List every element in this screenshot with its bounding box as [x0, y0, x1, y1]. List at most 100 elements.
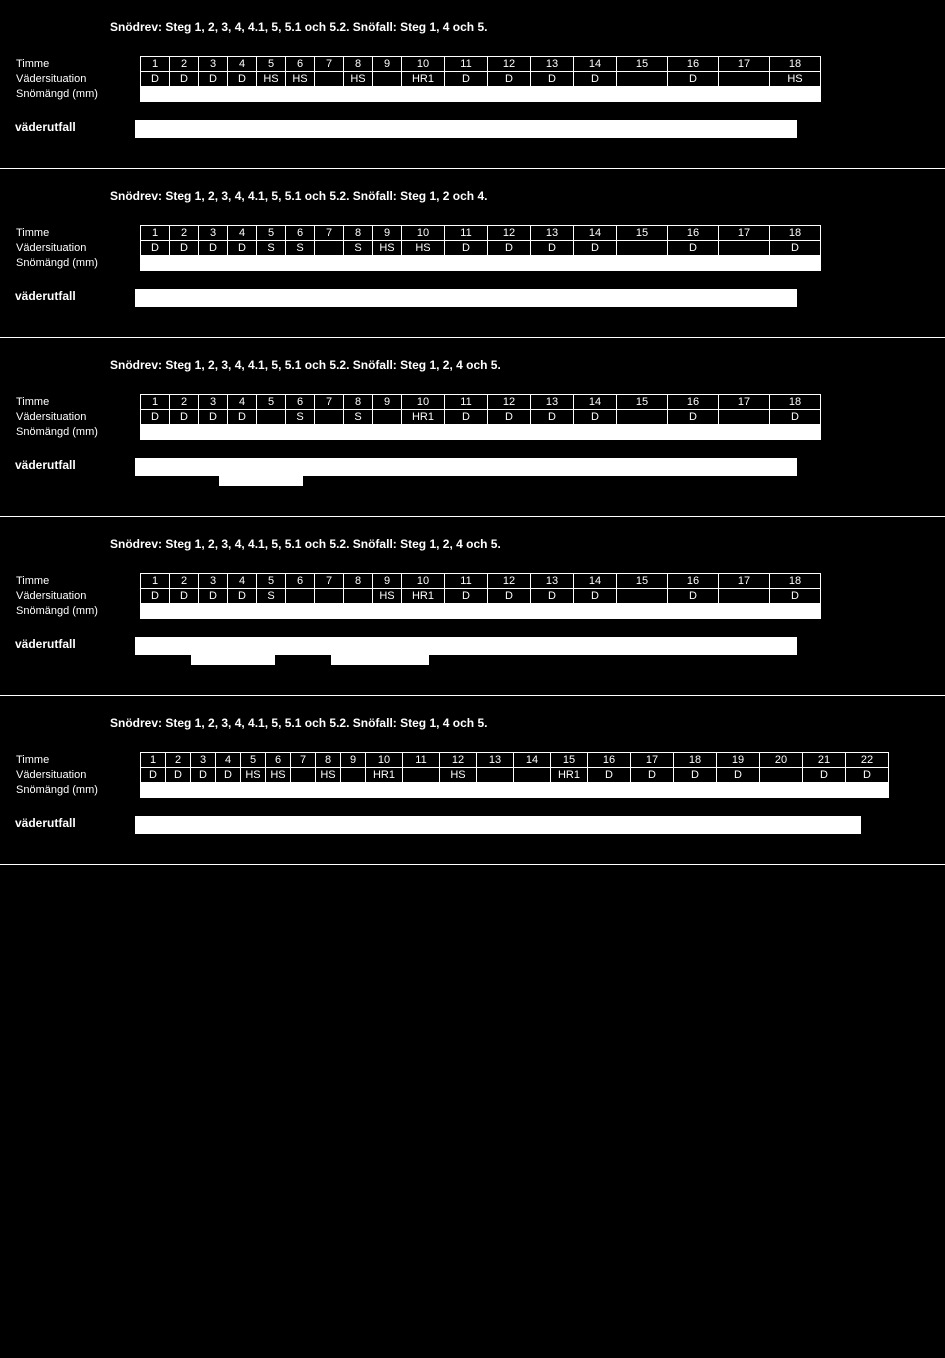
vader-cell	[719, 241, 770, 256]
timme-cell: 12	[488, 574, 531, 589]
vader-cell	[257, 410, 286, 425]
vader-cell: D	[488, 241, 531, 256]
vader-cell: D	[770, 589, 821, 604]
block-title: Snödrev: Steg 1, 2, 3, 4, 4.1, 5, 5.1 oc…	[110, 189, 930, 203]
vader-cell: D	[170, 72, 199, 87]
timme-cell: 7	[315, 395, 344, 410]
vader-cell	[617, 241, 668, 256]
block-title: Snödrev: Steg 1, 2, 3, 4, 4.1, 5, 5.1 oc…	[110, 716, 930, 730]
vader-cell: D	[199, 241, 228, 256]
outer-table: Timme123456789101112131415161718Vädersit…	[15, 573, 821, 619]
row-label-sno: Snömängd (mm)	[15, 783, 141, 798]
timme-cell: 10	[402, 395, 445, 410]
timme-cell: 13	[531, 57, 574, 72]
vader-cell: D	[846, 768, 889, 783]
timme-cell: 9	[341, 753, 366, 768]
vader-cell: D	[445, 241, 488, 256]
vader-cell	[719, 410, 770, 425]
row-label-vader: Vädersituation	[15, 72, 141, 87]
vader-cell: D	[488, 72, 531, 87]
vader-cell: D	[574, 241, 617, 256]
row-label-vaderutfall: väderutfall	[15, 289, 135, 303]
timme-cell: 18	[770, 57, 821, 72]
weather-block: Snödrev: Steg 1, 2, 3, 4, 4.1, 5, 5.1 oc…	[0, 696, 945, 865]
timme-cell: 15	[617, 395, 668, 410]
outer-table: Timme123456789101112131415161718Vädersit…	[15, 225, 821, 271]
vader-cell: HS	[316, 768, 341, 783]
timme-cell: 16	[668, 395, 719, 410]
vader-cell: D	[531, 410, 574, 425]
timme-cell: 12	[488, 57, 531, 72]
snomangd-bar	[141, 87, 821, 102]
timme-cell: 19	[717, 753, 760, 768]
timme-cell: 1	[141, 753, 166, 768]
timme-cell: 5	[257, 226, 286, 241]
timme-cell: 6	[286, 57, 315, 72]
timme-cell: 5	[257, 57, 286, 72]
timme-cell: 8	[344, 226, 373, 241]
timme-cell: 7	[315, 57, 344, 72]
timme-cell: 4	[216, 753, 241, 768]
vader-cell: D	[588, 768, 631, 783]
timme-cell: 13	[531, 226, 574, 241]
timme-cell: 8	[344, 574, 373, 589]
weather-block: Snödrev: Steg 1, 2, 3, 4, 4.1, 5, 5.1 oc…	[0, 517, 945, 696]
snomangd-bar	[141, 256, 821, 271]
vader-cell: D	[717, 768, 760, 783]
vader-cell: D	[803, 768, 846, 783]
vader-cell	[403, 768, 440, 783]
block-title: Snödrev: Steg 1, 2, 3, 4, 4.1, 5, 5.1 oc…	[110, 358, 930, 372]
vader-cell: S	[286, 410, 315, 425]
row-label-vaderutfall: väderutfall	[15, 816, 135, 830]
vaderutfall-bar	[135, 120, 797, 138]
vader-cell: D	[141, 768, 166, 783]
timme-cell: 14	[574, 226, 617, 241]
vader-cell: D	[199, 72, 228, 87]
vader-cell	[719, 589, 770, 604]
vader-cell	[341, 768, 366, 783]
vader-cell: D	[191, 768, 216, 783]
weather-block: Snödrev: Steg 1, 2, 3, 4, 4.1, 5, 5.1 oc…	[0, 338, 945, 517]
timme-cell: 13	[531, 574, 574, 589]
timme-cell: 9	[373, 395, 402, 410]
timme-cell: 18	[674, 753, 717, 768]
timme-cell: 1	[141, 226, 170, 241]
vader-cell: D	[445, 410, 488, 425]
timme-cell: 9	[373, 57, 402, 72]
vader-cell	[291, 768, 316, 783]
snomangd-bar	[141, 425, 821, 440]
row-label-sno: Snömängd (mm)	[15, 425, 141, 440]
vader-cell	[514, 768, 551, 783]
timme-cell: 4	[228, 226, 257, 241]
vader-cell: S	[257, 241, 286, 256]
timme-cell: 11	[403, 753, 440, 768]
vader-cell: HS	[344, 72, 373, 87]
timme-cell: 6	[266, 753, 291, 768]
vader-cell: HS	[373, 241, 402, 256]
vader-cell: HS	[402, 241, 445, 256]
row-label-vaderutfall: väderutfall	[15, 637, 135, 651]
snomangd-bar	[141, 783, 889, 798]
timme-cell: 9	[373, 574, 402, 589]
timme-cell: 15	[617, 226, 668, 241]
vader-cell	[315, 410, 344, 425]
block-title: Snödrev: Steg 1, 2, 3, 4, 4.1, 5, 5.1 oc…	[110, 537, 930, 551]
timme-cell: 18	[770, 395, 821, 410]
row-label-timme: Timme	[15, 395, 141, 410]
row-label-timme: Timme	[15, 57, 141, 72]
vader-cell: HS	[286, 72, 315, 87]
timme-cell: 2	[166, 753, 191, 768]
vaderutfall-bar	[331, 637, 429, 665]
timme-cell: 18	[770, 574, 821, 589]
row-label-sno: Snömängd (mm)	[15, 256, 141, 271]
vader-cell: HR1	[402, 72, 445, 87]
timme-cell: 1	[141, 574, 170, 589]
timme-cell: 2	[170, 574, 199, 589]
vader-cell: S	[257, 589, 286, 604]
row-label-vader: Vädersituation	[15, 589, 141, 604]
vaderutfall-bar	[191, 637, 275, 665]
vader-cell: S	[344, 410, 373, 425]
vader-cell: D	[170, 589, 199, 604]
vader-cell: D	[674, 768, 717, 783]
weather-block: Snödrev: Steg 1, 2, 3, 4, 4.1, 5, 5.1 oc…	[0, 169, 945, 338]
